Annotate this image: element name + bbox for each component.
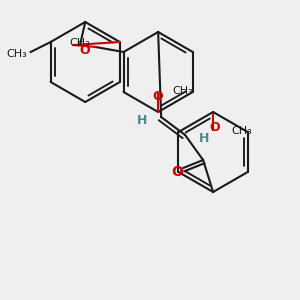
Text: CH₃: CH₃ bbox=[231, 126, 252, 136]
Text: O: O bbox=[79, 44, 90, 57]
Text: CH₃: CH₃ bbox=[70, 38, 91, 48]
Text: O: O bbox=[210, 121, 220, 134]
Text: CH₃: CH₃ bbox=[6, 49, 27, 59]
Text: H: H bbox=[199, 133, 209, 146]
Text: H: H bbox=[137, 115, 147, 128]
Text: CH₃: CH₃ bbox=[172, 86, 193, 96]
Text: O: O bbox=[171, 165, 183, 179]
Text: O: O bbox=[153, 90, 164, 103]
